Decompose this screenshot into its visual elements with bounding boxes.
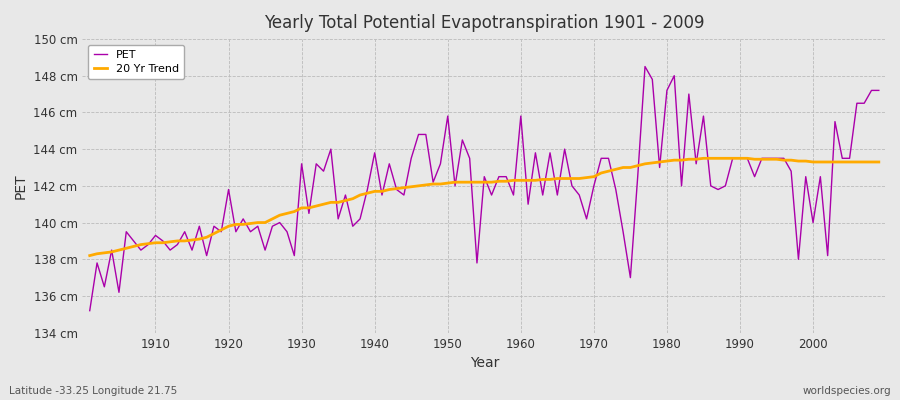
Legend: PET, 20 Yr Trend: PET, 20 Yr Trend [88,44,184,79]
20 Yr Trend [698,156,709,161]
20 Yr Trend [85,253,95,258]
PET [508,193,519,198]
PET [640,64,651,69]
Line: 20 Yr Trend: 20 Yr Trend [90,158,878,256]
Y-axis label: PET: PET [14,173,28,199]
20 Yr Trend [603,169,614,174]
PET [303,211,314,216]
20 Yr Trend [873,160,884,164]
PET [603,156,614,161]
PET [85,308,95,313]
PET [143,242,154,247]
PET [347,224,358,229]
PET [516,114,526,118]
PET [873,88,884,93]
20 Yr Trend [508,178,519,183]
20 Yr Trend [303,206,314,210]
X-axis label: Year: Year [470,356,499,370]
20 Yr Trend [347,196,358,201]
Title: Yearly Total Potential Evapotranspiration 1901 - 2009: Yearly Total Potential Evapotranspiratio… [264,14,705,32]
20 Yr Trend [516,178,526,183]
20 Yr Trend [143,241,154,246]
Line: PET: PET [90,66,878,311]
Text: Latitude -33.25 Longitude 21.75: Latitude -33.25 Longitude 21.75 [9,386,177,396]
Text: worldspecies.org: worldspecies.org [803,386,891,396]
